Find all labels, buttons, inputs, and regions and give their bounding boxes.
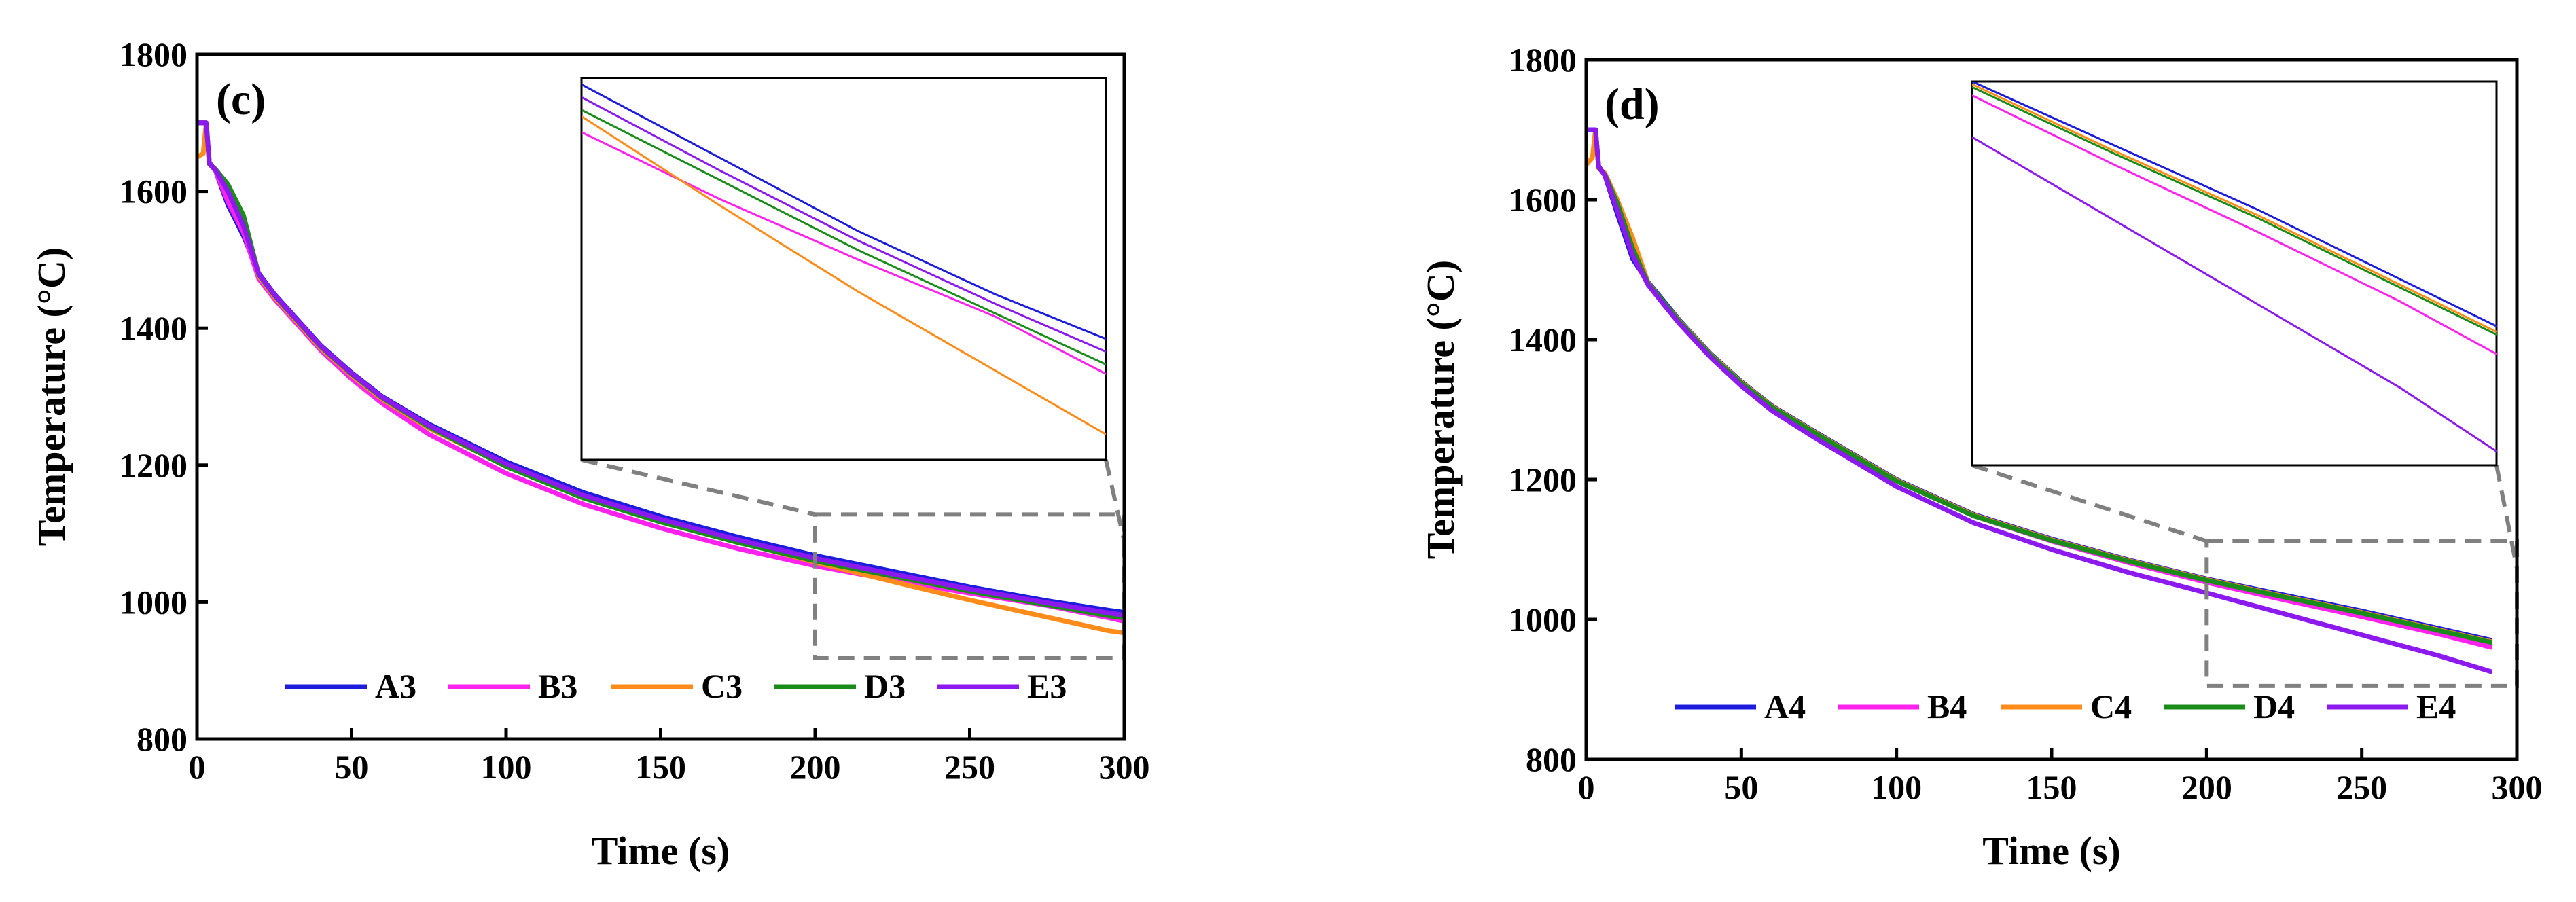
inset-series-line-A4	[1972, 82, 2497, 327]
panel-label: (d)	[1605, 79, 1660, 129]
x-tick-label: 50	[1724, 768, 1758, 806]
zoom-connector-right	[1104, 459, 1126, 543]
x-tick-label: 150	[635, 748, 686, 786]
legend-label-C4: C4	[2090, 687, 2132, 725]
legend-label-A3: A3	[375, 667, 416, 705]
inset-series-line-B4	[1972, 94, 2497, 355]
inset-series-lines	[582, 84, 1106, 435]
y-tick-label: 1200	[120, 446, 187, 484]
zoom-connector-left	[581, 458, 816, 517]
series-line-E4	[1586, 127, 2493, 674]
x-axis-title: Time (s)	[1982, 829, 2121, 873]
legend-label-C3: C3	[701, 667, 743, 705]
legend: A4 B4 C4 D4 E4	[1675, 687, 2456, 725]
zoom-region-box	[813, 512, 1126, 661]
zoom-connector-left	[1971, 463, 2208, 543]
y-tick-label: 800	[137, 720, 187, 758]
legend: A3 B3 C3 D3 E3	[285, 667, 1067, 705]
x-tick-label: 0	[189, 748, 206, 786]
inset-series-line-E4	[1972, 136, 2497, 452]
series-line-E3	[197, 120, 1124, 618]
x-tick-label: 100	[481, 748, 532, 786]
inset-series-line-D4	[1972, 86, 2497, 336]
x-axis-title: Time (s)	[592, 829, 730, 873]
legend-label-D4: D4	[2253, 687, 2295, 725]
y-tick-label: 800	[1526, 740, 1577, 778]
x-tick-label: 300	[1099, 748, 1150, 786]
legend-label-E3: E3	[1027, 667, 1067, 705]
inset-series-line-D3	[582, 109, 1106, 365]
x-tick-label: 0	[1578, 768, 1595, 806]
legend-label-A4: A4	[1764, 687, 1806, 725]
y-axis-title: Temperature (°C)	[29, 247, 73, 546]
y-tick-label: 1400	[120, 309, 187, 347]
zoom-region-box	[2204, 539, 2519, 688]
x-tick-label: 150	[2026, 768, 2077, 806]
y-tick-label: 1400	[1509, 321, 1577, 359]
y-tick-label: 1600	[120, 173, 187, 211]
series-lines	[1586, 127, 2493, 674]
zoom-connector-right	[2494, 465, 2519, 569]
y-tick-label: 1800	[1509, 41, 1577, 79]
legend-label-E4: E4	[2416, 687, 2456, 725]
inset-series-lines	[1972, 82, 2497, 452]
legend-label-D3: D3	[864, 667, 906, 705]
x-tick-label: 250	[944, 748, 995, 786]
inset-frame	[1971, 80, 2498, 467]
y-tick-label: 1800	[120, 35, 187, 73]
x-tick-label: 300	[2492, 768, 2543, 806]
y-tick-label: 1200	[1509, 461, 1577, 499]
x-tick-label: 250	[2336, 768, 2387, 806]
legend-label-B4: B4	[1927, 687, 1967, 725]
chart-panel-d: 0 50 100 150 200 250 300 800 1000 1200 1400 1600 180…	[1418, 41, 2543, 873]
inset-series-line-E3	[582, 96, 1106, 353]
x-tick-label: 100	[1871, 768, 1922, 806]
inset-frame	[580, 77, 1107, 461]
legend-label-B3: B3	[538, 667, 577, 705]
y-axis-title: Temperature (°C)	[1418, 260, 1463, 559]
x-tick-label: 50	[335, 748, 369, 786]
inset-series-line-A3	[582, 84, 1106, 340]
x-tick-label: 200	[790, 748, 841, 786]
panel-label: (c)	[216, 75, 266, 124]
y-tick-label: 1600	[1509, 181, 1577, 219]
x-tick-label: 200	[2181, 768, 2232, 806]
series-lines	[197, 120, 1124, 636]
y-tick-label: 1000	[1509, 600, 1577, 638]
inset-series-line-C3	[582, 115, 1106, 435]
y-tick-label: 1000	[120, 583, 187, 621]
chart-panel-c: 0 50 100 150 200 250 300 800 1000 1200 1400 1600 180…	[29, 35, 1150, 873]
inset-series-line-C4	[1972, 83, 2497, 333]
